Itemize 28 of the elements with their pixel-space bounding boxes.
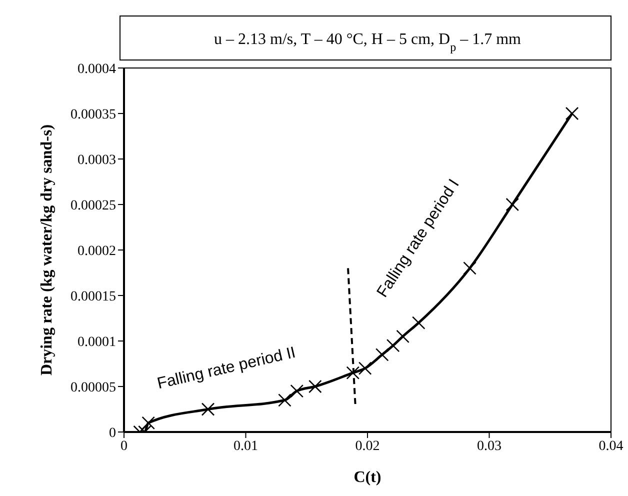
y-tick-label: 0.00035	[70, 107, 116, 122]
y-axis-title: Drying rate (kg water/kg dry sand-s)	[38, 124, 56, 376]
x-axis-title: C(t)	[354, 469, 382, 486]
annotation: Falling rate period II	[156, 344, 298, 393]
y-tick-label: 0.0001	[78, 334, 116, 350]
point	[278, 394, 292, 407]
y-tick-label: 0.0004	[78, 62, 116, 77]
point	[358, 362, 372, 375]
point	[308, 380, 322, 394]
point	[565, 106, 579, 120]
x-tick-label: 0.01	[234, 438, 258, 454]
x-tick-label: 0.02	[355, 438, 380, 454]
x-tick-label: 0.03	[477, 438, 502, 454]
y-tick-label: 0.0002	[78, 244, 116, 259]
point	[346, 366, 360, 380]
chart-title: u – 2.13 m/s, T – 40 °C, H – 5 cm, D$_{p}$ – 1.7 mm	[214, 31, 522, 54]
y-tick-label: 0.00005	[70, 380, 116, 396]
point	[142, 416, 155, 430]
x-tick-label: 0.04	[598, 438, 624, 454]
x-tick-label: 0	[120, 438, 128, 454]
y-tick-label: 0	[109, 426, 116, 441]
point	[463, 262, 476, 275]
point	[506, 198, 520, 212]
y-tick-label: 0.0003	[78, 152, 116, 168]
y-tick-label: 0.00015	[70, 289, 116, 304]
point	[201, 402, 215, 416]
point	[290, 384, 304, 398]
y-tick-label: 0.00025	[70, 198, 116, 214]
